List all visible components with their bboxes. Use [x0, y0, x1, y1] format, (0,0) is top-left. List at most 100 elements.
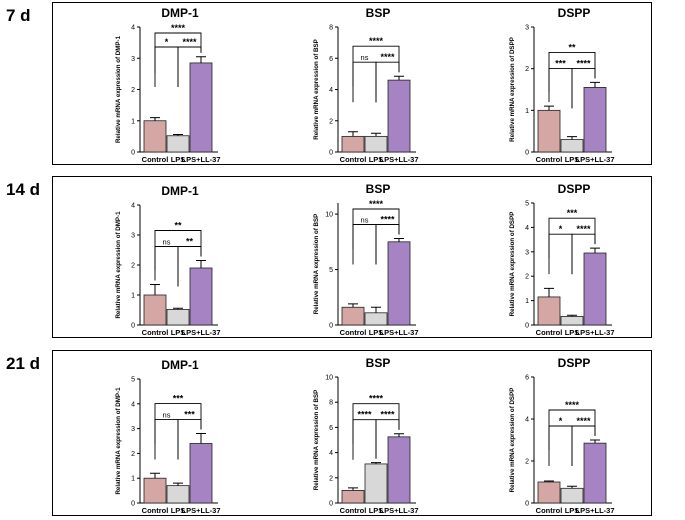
error-bar: [196, 433, 206, 444]
category-label: Control: [142, 328, 169, 337]
chart-panel-dspp-2: DSPP 0 2 4 6 Relative mRNA expression of DSPP…: [509, 356, 614, 515]
significance-label: ****: [380, 52, 395, 62]
significance-label: ****: [576, 58, 591, 68]
y-axis-label: Relative mRNA expression of DSPP: [509, 212, 516, 317]
category-label: Control: [142, 155, 169, 164]
y-tick-label: 3: [131, 56, 135, 63]
significance-label: ****: [576, 224, 591, 234]
error-bar: [544, 287, 554, 297]
significance-label: ****: [576, 416, 591, 426]
significance-bracket: [352, 419, 377, 460]
y-axis-label: Relative mRNA expression of DMP-1: [115, 211, 122, 319]
y-axis-label: Relative mRNA expression of DMP-1: [115, 387, 122, 495]
bar-lps: [364, 135, 388, 153]
y-tick-label: 8: [329, 25, 333, 32]
category-label: LPS+LL-37: [380, 155, 419, 164]
bar-lps-ll-37: [189, 62, 213, 153]
bar-lps-ll-37: [583, 442, 607, 504]
chart-panel-dmp-1-0: DMP-1 0 1 2 3 4 Relative mRNA expression of DM…: [115, 6, 220, 164]
category-label: Control: [536, 328, 563, 337]
significance-label: *: [559, 416, 563, 426]
chart-title: DSPP: [558, 356, 591, 370]
y-tick-label: 4: [329, 450, 333, 457]
chart-title: DSPP: [558, 6, 591, 20]
chart-panel-dspp-0: DSPP 0 1 2 3 Relative mRNA expression of DSPP…: [509, 6, 614, 164]
y-tick-label: 4: [131, 401, 135, 408]
y-tick-label: 2: [525, 66, 529, 73]
error-bar: [590, 439, 600, 444]
significance-bracket: [548, 51, 596, 93]
significance-bracket: [352, 224, 377, 265]
significance-label: ***: [567, 208, 578, 218]
y-tick-label: 0: [329, 501, 333, 508]
significance-bracket: [154, 419, 179, 460]
significance-label: ****: [182, 37, 197, 47]
category-label: LPS: [369, 155, 384, 164]
bar-control: [341, 489, 365, 504]
significance-bracket: [154, 246, 179, 287]
error-bar: [544, 105, 554, 111]
category-label: LPS: [171, 155, 186, 164]
significance-bracket: [548, 67, 573, 109]
error-bar: [150, 284, 160, 295]
category-label: Control: [340, 328, 367, 337]
bar-control: [341, 135, 365, 153]
significance-label: ****: [565, 400, 580, 410]
y-axis-label: Relative mRNA expression of DSPP: [509, 37, 516, 142]
y-tick-label: 2: [131, 263, 135, 270]
error-bar: [567, 314, 577, 317]
chart-title: DMP-1: [161, 184, 199, 198]
chart-title: DSPP: [558, 182, 591, 196]
category-label: LPS: [369, 506, 384, 515]
y-axis-label: Relative mRNA expression of BSP: [313, 390, 320, 491]
significance-bracket: [548, 217, 596, 259]
significance-label: ****: [369, 36, 384, 46]
row-frame-7d: [52, 2, 652, 165]
error-bar: [590, 247, 600, 254]
error-bar: [196, 56, 206, 63]
y-tick-label: 1: [131, 293, 135, 300]
y-tick-label: 0: [329, 323, 333, 330]
y-axis-label: Relative mRNA expression of BSP: [313, 39, 320, 140]
bar-control: [341, 306, 365, 326]
category-label: LPS+LL-37: [576, 328, 615, 337]
y-tick-label: 0: [131, 150, 135, 157]
bar-lps: [364, 312, 388, 326]
significance-label: ****: [380, 214, 395, 224]
y-tick-label: 10: [325, 212, 333, 219]
y-tick-label: 1: [525, 298, 529, 305]
error-bar: [348, 131, 358, 137]
category-label: Control: [536, 155, 563, 164]
y-tick-label: 0: [131, 501, 135, 508]
y-tick-label: 0: [525, 150, 529, 157]
row-label-7d: 7 d: [6, 6, 31, 25]
category-label: LPS+LL-37: [380, 506, 419, 515]
error-bar: [150, 472, 160, 479]
bar-lps-ll-37: [189, 443, 213, 504]
significance-bracket: [548, 409, 596, 450]
bar-control: [143, 120, 167, 153]
significance-bracket: [352, 45, 400, 87]
category-label: LPS: [565, 155, 580, 164]
y-tick-label: 1: [131, 476, 135, 483]
significance-label: ****: [369, 394, 384, 404]
y-tick-label: 4: [131, 25, 135, 32]
bar-lps: [166, 308, 190, 326]
y-tick-label: 0: [131, 323, 135, 330]
y-tick-label: 1: [525, 108, 529, 115]
chart-panel-bsp-1: BSP 0 5 10 Relative mRNA expression of BSP Co…: [313, 182, 418, 337]
y-tick-label: 2: [329, 118, 333, 125]
bar-lps: [560, 139, 584, 153]
y-tick-label: 0: [525, 501, 529, 508]
bar-control: [143, 294, 167, 326]
significance-bracket: [352, 403, 400, 444]
significance-bracket: [548, 233, 573, 275]
category-label: Control: [340, 506, 367, 515]
significance-bracket: [154, 230, 202, 271]
significance-label: **: [174, 221, 182, 231]
bar-lps: [166, 485, 190, 504]
bar-lps-ll-37: [387, 79, 411, 153]
chart-panel-dmp-1-1: DMP-1 0 1 2 3 4 Relative mRNA expression of DM…: [115, 184, 220, 337]
category-label: LPS+LL-37: [182, 506, 221, 515]
bar-control: [537, 296, 561, 326]
